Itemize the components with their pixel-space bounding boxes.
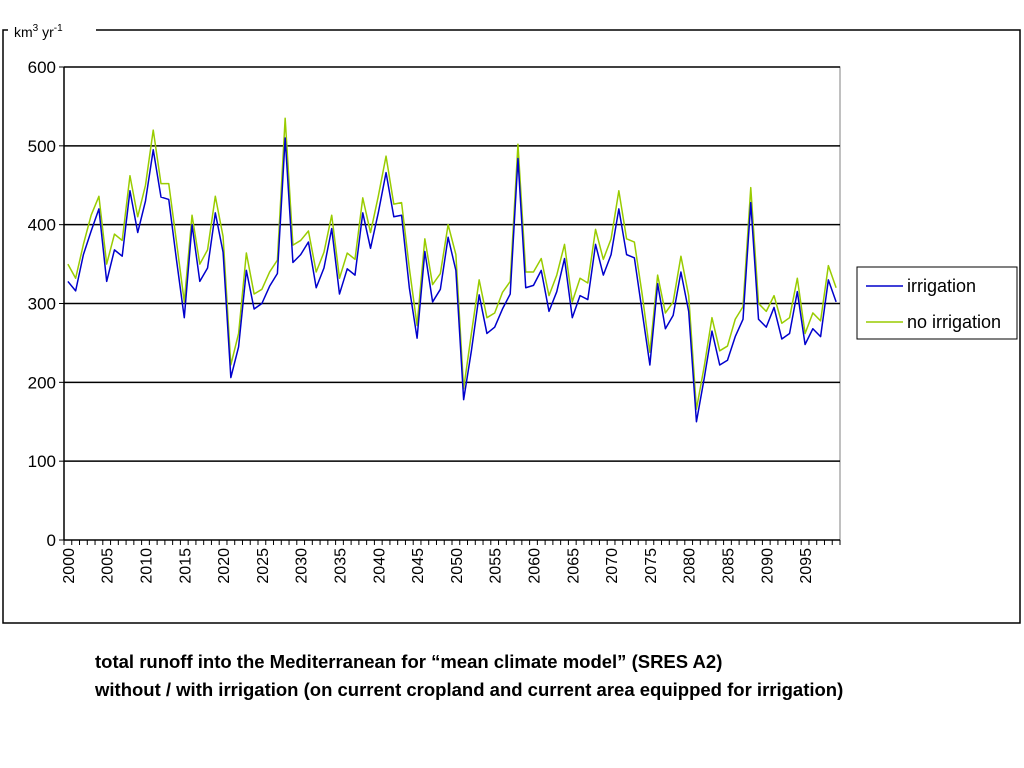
x-tick-label: 2040 bbox=[371, 548, 388, 584]
outer-frame bbox=[2, 29, 1021, 624]
x-tick-label: 2000 bbox=[61, 548, 78, 584]
y-tick-label: 100 bbox=[28, 452, 56, 471]
y-unit-label: km3 yr-1 bbox=[14, 23, 63, 40]
x-tick-label: 2050 bbox=[449, 548, 466, 584]
caption-line-2: without / with irrigation (on current cr… bbox=[95, 679, 844, 700]
x-tick-label: 2045 bbox=[410, 548, 427, 584]
y-tick-label: 0 bbox=[47, 531, 56, 550]
x-tick-label: 2005 bbox=[100, 548, 117, 584]
series-line-no-irrigation bbox=[67, 117, 837, 410]
x-tick-label: 2035 bbox=[332, 548, 349, 584]
x-tick-label: 2010 bbox=[138, 548, 155, 584]
x-tick-label: 2095 bbox=[798, 548, 815, 584]
x-tick-label: 2030 bbox=[294, 548, 311, 584]
y-tick-label: 600 bbox=[28, 58, 56, 77]
y-tick-label: 500 bbox=[28, 137, 56, 156]
x-tick-label: 2025 bbox=[255, 548, 272, 584]
x-axis: 2000 2005 2010 2015 2020 2025 2030 2035 2040 2045… bbox=[61, 539, 841, 584]
legend: irrigation no irrigation bbox=[856, 266, 1018, 340]
y-tick-label: 300 bbox=[28, 295, 56, 314]
y-tick-label: 200 bbox=[28, 373, 56, 392]
x-tick-label: 2070 bbox=[604, 548, 621, 584]
caption-line-1: total runoff into the Mediterranean for … bbox=[95, 651, 723, 672]
series-line-irrigation bbox=[67, 137, 837, 423]
x-tick-label: 2065 bbox=[565, 548, 582, 584]
legend-label-no-irrigation: no irrigation bbox=[907, 312, 1001, 332]
x-tick-label: 2015 bbox=[177, 548, 194, 584]
figure-caption: total runoff into the Mediterranean for … bbox=[95, 648, 1020, 704]
series-lines bbox=[67, 117, 837, 423]
legend-box bbox=[856, 266, 1018, 340]
x-tick-label: 2090 bbox=[759, 548, 776, 584]
y-tick-label: 400 bbox=[28, 216, 56, 235]
x-tick-label: 2085 bbox=[720, 548, 737, 584]
x-tick-label: 2055 bbox=[488, 548, 505, 584]
runoff-line-chart: km3 yr-1 0 100 200 300 400 500 600 2000 2005 201… bbox=[2, 23, 1021, 624]
x-tick-label: 2020 bbox=[216, 548, 233, 584]
x-tick-label: 2080 bbox=[682, 548, 699, 584]
legend-label-irrigation: irrigation bbox=[907, 276, 976, 296]
y-axis: 0 100 200 300 400 500 600 bbox=[28, 58, 65, 550]
x-tick-label: 2060 bbox=[526, 548, 543, 584]
x-tick-label: 2075 bbox=[643, 548, 660, 584]
chart-area: km3 yr-1 0 100 200 300 400 500 600 2000 2005 201… bbox=[2, 23, 1021, 624]
